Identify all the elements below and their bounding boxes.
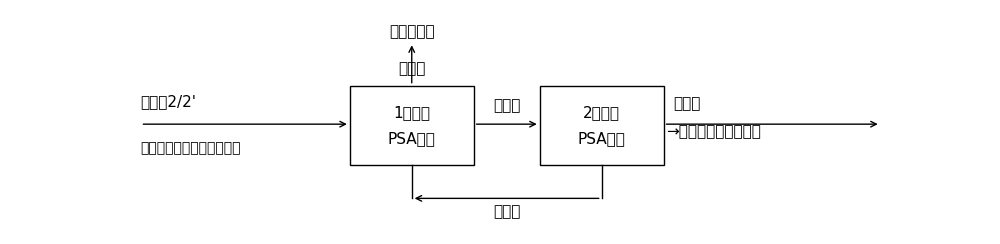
Text: 2段浅冷: 2段浅冷 <box>583 105 620 120</box>
Text: 不凝气2/2': 不凝气2/2' <box>140 94 196 109</box>
Text: 富氢气: 富氢气 <box>398 61 425 76</box>
Text: 解析气: 解析气 <box>493 98 520 113</box>
FancyBboxPatch shape <box>350 86 474 164</box>
Text: 中间气: 中间气 <box>493 204 520 219</box>
FancyBboxPatch shape <box>540 86 664 164</box>
Text: 去吸附净化: 去吸附净化 <box>389 24 435 39</box>
Text: 1段浅冷: 1段浅冷 <box>393 105 430 120</box>
Text: （自（二次）氯硅烷吸收）: （自（二次）氯硅烷吸收） <box>140 142 241 156</box>
Text: PSA浓缩: PSA浓缩 <box>388 131 436 146</box>
Text: PSA浓缩: PSA浓缩 <box>578 131 626 146</box>
Text: 浓缩气: 浓缩气 <box>673 96 700 111</box>
Text: →去压缩冷凝气液分离: →去压缩冷凝气液分离 <box>666 124 761 139</box>
